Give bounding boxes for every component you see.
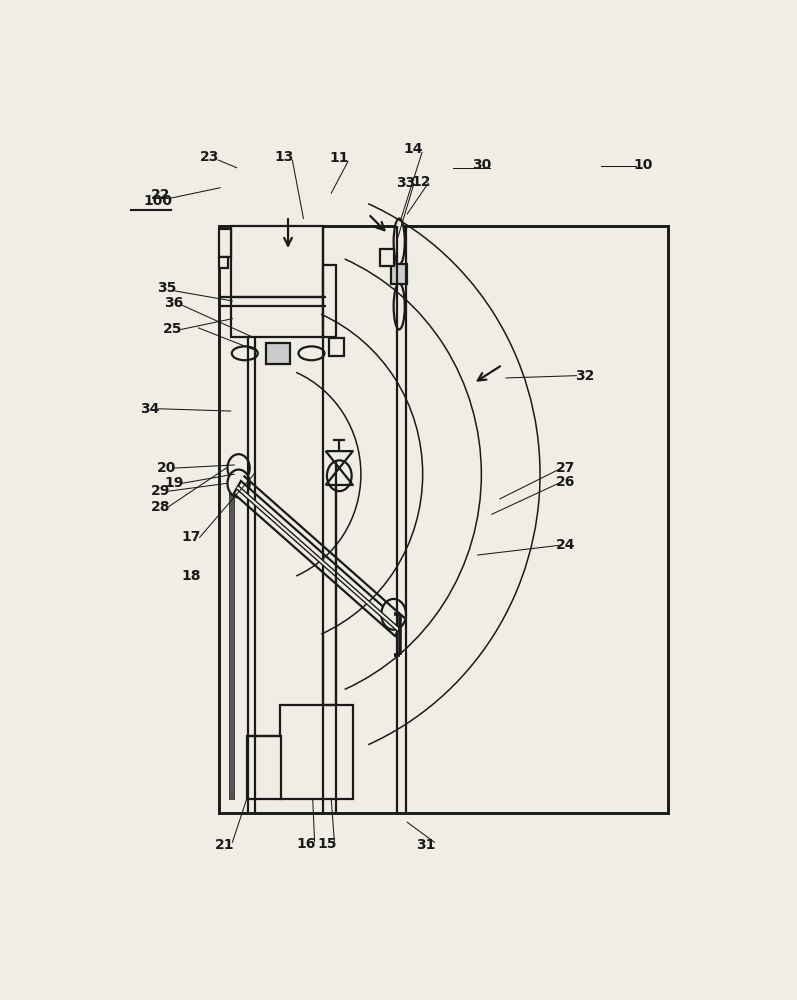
Polygon shape <box>234 481 402 636</box>
Text: 27: 27 <box>556 461 575 475</box>
Text: 18: 18 <box>181 569 201 583</box>
Bar <box>280 705 353 799</box>
Text: 13: 13 <box>274 150 293 164</box>
Text: 29: 29 <box>151 484 170 498</box>
Text: 24: 24 <box>556 538 575 552</box>
Text: 31: 31 <box>416 838 435 852</box>
Text: 100: 100 <box>143 194 173 208</box>
Text: 30: 30 <box>472 158 491 172</box>
Text: 25: 25 <box>163 322 183 336</box>
Text: 26: 26 <box>556 475 575 489</box>
Text: 22: 22 <box>151 188 170 202</box>
Text: 33: 33 <box>396 176 415 190</box>
Circle shape <box>327 460 351 491</box>
Bar <box>246 736 281 799</box>
Text: 21: 21 <box>214 838 234 852</box>
Text: 36: 36 <box>164 296 183 310</box>
Text: 20: 20 <box>157 461 176 475</box>
Bar <box>391 264 407 284</box>
Text: 35: 35 <box>157 281 176 295</box>
Bar <box>324 265 336 337</box>
Bar <box>219 226 668 813</box>
Ellipse shape <box>394 219 405 265</box>
Text: 28: 28 <box>151 500 170 514</box>
Ellipse shape <box>299 346 324 360</box>
Text: 34: 34 <box>140 402 160 416</box>
Text: 32: 32 <box>575 369 595 383</box>
Circle shape <box>381 599 406 630</box>
Text: 11: 11 <box>329 151 349 165</box>
Text: 10: 10 <box>634 158 653 172</box>
Text: 17: 17 <box>182 530 201 544</box>
Ellipse shape <box>232 346 257 360</box>
Text: 14: 14 <box>403 142 423 156</box>
Bar <box>219 229 231 257</box>
Bar <box>265 343 290 364</box>
Text: 16: 16 <box>296 837 316 851</box>
Bar <box>380 249 394 266</box>
Bar <box>219 257 228 268</box>
Circle shape <box>227 454 249 482</box>
Text: 15: 15 <box>317 837 336 851</box>
Bar <box>230 480 234 799</box>
Text: 23: 23 <box>200 150 219 164</box>
Ellipse shape <box>394 283 405 329</box>
Bar <box>329 338 344 356</box>
Circle shape <box>227 470 249 497</box>
Text: 19: 19 <box>164 476 183 490</box>
Text: 12: 12 <box>411 175 430 189</box>
Bar <box>231 226 324 337</box>
